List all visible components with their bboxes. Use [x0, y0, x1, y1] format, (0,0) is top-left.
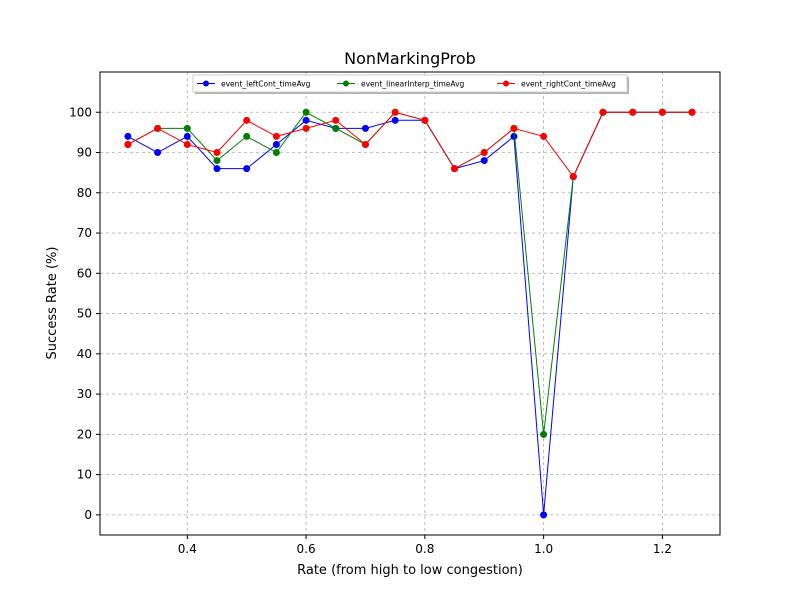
- y-tick-label: 40: [77, 347, 92, 361]
- y-tick-label: 0: [84, 508, 92, 522]
- data-point: [688, 108, 696, 116]
- y-axis-label: Success Rate (%): [45, 247, 60, 360]
- data-point: [569, 173, 577, 181]
- data-point: [540, 132, 548, 140]
- data-point: [540, 511, 548, 519]
- series-lines: [124, 108, 696, 519]
- data-point: [480, 149, 488, 157]
- data-point: [183, 140, 191, 148]
- series-3: [124, 108, 696, 181]
- y-tick-label: 30: [77, 387, 92, 401]
- y-tick-label: 10: [77, 468, 92, 482]
- x-tick-label: 0.6: [297, 542, 316, 556]
- data-point: [213, 149, 221, 157]
- legend: event_leftCont_timeAvg event_linearInterp…: [192, 74, 629, 94]
- data-point: [183, 132, 191, 140]
- chart-title: NonMarkingProb: [344, 49, 476, 68]
- data-point: [332, 124, 340, 132]
- data-point: [302, 116, 310, 124]
- data-point: [510, 124, 518, 132]
- data-point: [183, 124, 191, 132]
- legend-label: event_linearInterp_timeAvg: [361, 80, 465, 89]
- x-tick-label: 1.0: [534, 542, 553, 556]
- data-point: [510, 132, 518, 140]
- data-point: [213, 157, 221, 165]
- data-point: [154, 149, 162, 157]
- x-tick-label: 0.4: [178, 542, 197, 556]
- legend-marker: [503, 80, 509, 87]
- y-tick-label: 20: [77, 427, 92, 441]
- data-point: [302, 124, 310, 132]
- legend-entry: event_leftCont_timeAvg: [197, 80, 311, 89]
- data-point: [213, 165, 221, 173]
- data-point: [124, 140, 132, 148]
- data-point: [421, 116, 429, 124]
- legend-marker: [343, 80, 349, 87]
- legend-label: event_leftCont_timeAvg: [221, 80, 311, 89]
- data-point: [361, 124, 369, 132]
- legend-label: event_rightCont_timeAvg: [521, 80, 616, 89]
- x-tick-label: 1.2: [653, 542, 672, 556]
- data-point: [302, 108, 310, 116]
- y-axis-ticks: 0 10 20 30 40 50 60 70 80 90 100: [69, 105, 100, 522]
- data-point: [480, 157, 488, 165]
- data-point: [629, 108, 637, 116]
- y-tick-label: 50: [77, 307, 92, 321]
- data-point: [243, 132, 251, 140]
- data-point: [124, 132, 132, 140]
- data-point: [243, 165, 251, 173]
- data-point: [391, 116, 399, 124]
- y-tick-label: 80: [77, 186, 92, 200]
- data-point: [272, 140, 280, 148]
- plot-frame: [99, 71, 721, 536]
- legend-entry: event_linearInterp_timeAvg: [337, 80, 465, 89]
- series-line: [127, 111, 693, 178]
- y-tick-label: 100: [69, 105, 92, 119]
- legend-marker: [203, 80, 209, 87]
- grid-lines: [100, 72, 720, 535]
- x-axis-ticks: 0.4 0.6 0.8 1.0 1.2: [178, 535, 672, 556]
- data-point: [332, 116, 340, 124]
- legend-box: [192, 74, 628, 93]
- data-point: [154, 124, 162, 132]
- data-point: [272, 149, 280, 157]
- data-point: [658, 108, 666, 116]
- y-tick-label: 70: [77, 226, 92, 240]
- x-axis-label: Rate (from high to low congestion): [297, 563, 523, 578]
- legend-entry: event_rightCont_timeAvg: [497, 80, 616, 89]
- data-point: [540, 430, 548, 438]
- x-tick-label: 0.8: [415, 542, 434, 556]
- y-tick-label: 90: [77, 146, 92, 160]
- y-tick-label: 60: [77, 266, 92, 280]
- data-point: [243, 116, 251, 124]
- data-point: [361, 140, 369, 148]
- data-point: [599, 108, 607, 116]
- data-point: [451, 165, 459, 173]
- data-point: [272, 132, 280, 140]
- data-point: [391, 108, 399, 116]
